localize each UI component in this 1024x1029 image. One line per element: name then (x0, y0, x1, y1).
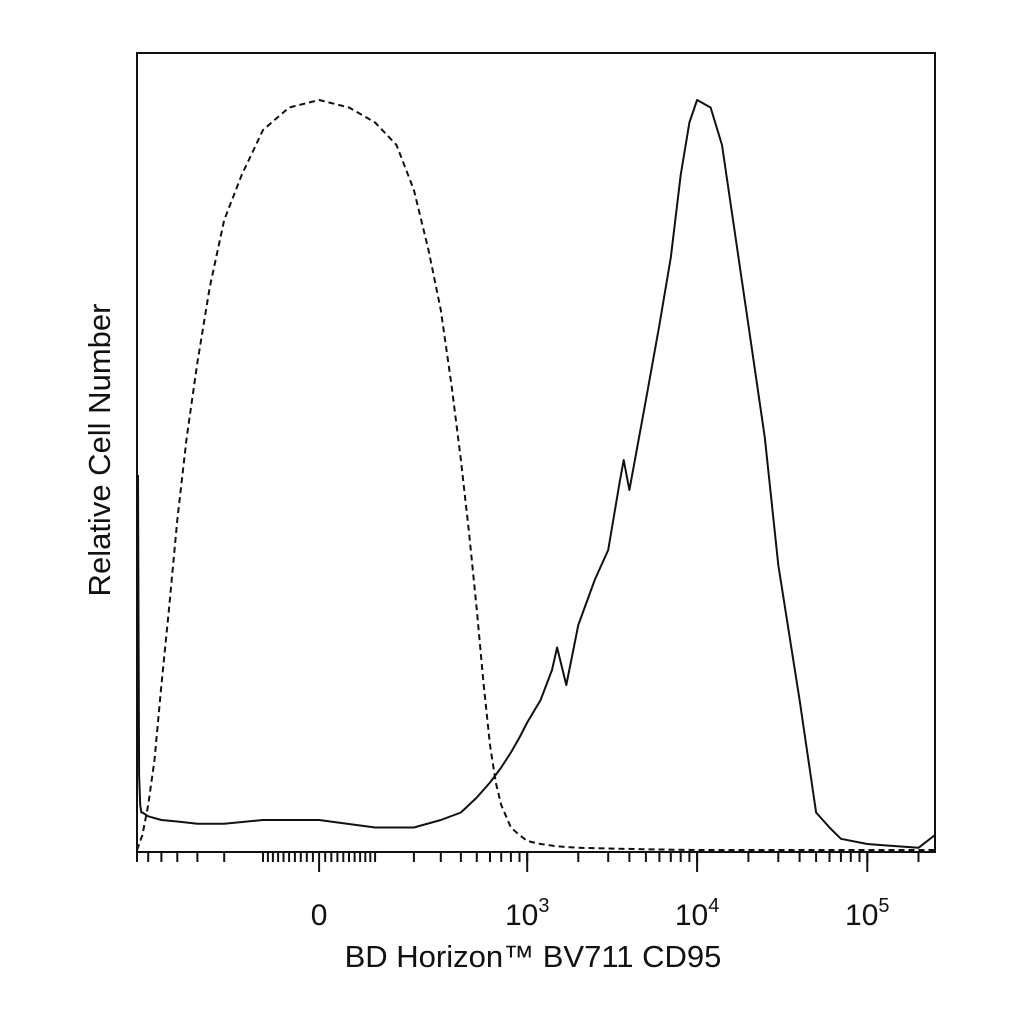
plot-frame (136, 52, 936, 853)
series-layer (136, 99, 936, 851)
series-isotype-control-line (136, 99, 935, 851)
series-cd95-stained-line (137, 99, 936, 849)
x-axis-label: BD Horizon™ BV711 CD95 (345, 939, 722, 974)
x-axis-tick-labels: 0 103 104 105 (311, 895, 890, 932)
x-tick-label: 105 (845, 895, 890, 932)
x-tick-label: 104 (675, 895, 720, 932)
x-tick-label: 103 (505, 895, 550, 932)
y-axis-label: Relative Cell Number (82, 304, 117, 597)
x-tick-label: 0 (311, 899, 328, 932)
x-axis-ticks (136, 852, 920, 872)
